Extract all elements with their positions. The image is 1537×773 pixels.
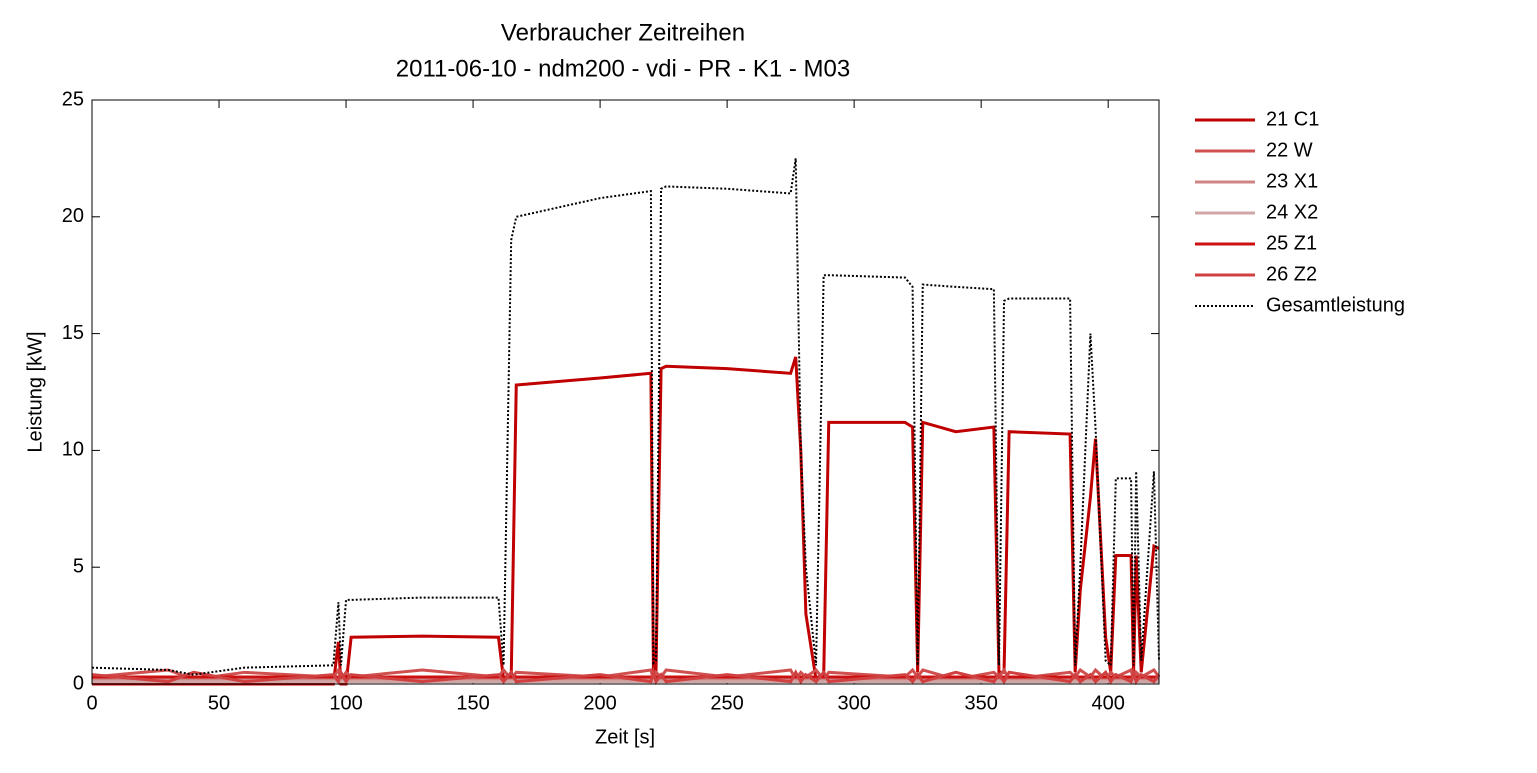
legend-label: Gesamtleistung — [1266, 294, 1405, 316]
x-tick-label: 400 — [1092, 692, 1125, 714]
y-tick-label: 10 — [62, 439, 84, 461]
x-tick-label: 150 — [456, 692, 489, 714]
y-axis-label: Leistung [kW] — [24, 331, 46, 452]
legend-label: 24 X2 — [1266, 201, 1318, 223]
y-tick-label: 25 — [62, 88, 84, 110]
y-tick-label: 20 — [62, 205, 84, 227]
y-tick-label: 0 — [73, 672, 84, 694]
x-tick-label: 0 — [86, 692, 97, 714]
legend-label: 26 Z2 — [1266, 263, 1317, 285]
series-line — [91, 158, 1160, 676]
chart-title: Verbraucher Zeitreihen — [501, 19, 745, 46]
legend-label: 25 Z1 — [1266, 232, 1317, 254]
y-tick-label: 5 — [73, 555, 84, 577]
x-tick-label: 350 — [964, 692, 997, 714]
chart-subtitle: 2011-06-10 - ndm200 - vdi - PR - K1 - M0… — [396, 55, 850, 82]
x-tick-label: 250 — [710, 692, 743, 714]
plot-frame — [91, 99, 1160, 685]
x-tick-label: 50 — [208, 692, 230, 714]
legend-label: 22 W — [1266, 139, 1313, 161]
x-axis-label: Zeit [s] — [595, 726, 655, 748]
series-line — [91, 666, 1161, 686]
legend-label: 21 C1 — [1266, 108, 1319, 130]
y-tick-label: 15 — [62, 322, 84, 344]
x-tick-label: 300 — [837, 692, 870, 714]
x-tick-label: 100 — [329, 692, 362, 714]
legend-label: 23 X1 — [1266, 170, 1318, 192]
x-tick-label: 200 — [583, 692, 616, 714]
